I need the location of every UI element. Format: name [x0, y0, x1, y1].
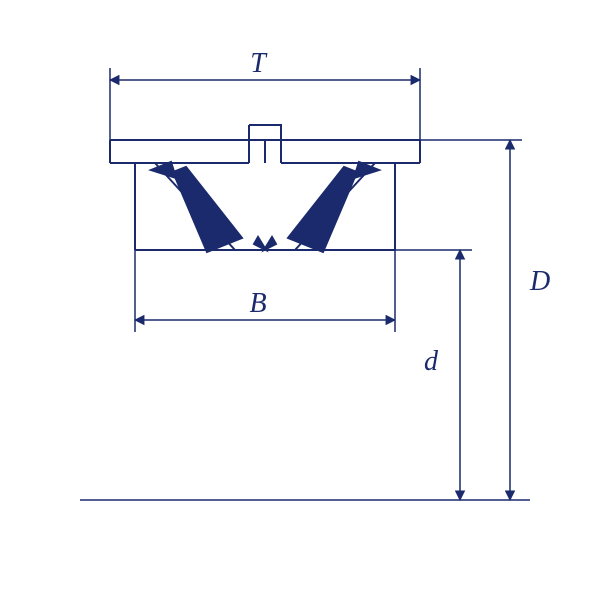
label-d: d: [424, 346, 439, 377]
label-B: B: [249, 288, 266, 319]
bearing-outline: [110, 125, 420, 252]
bearing-cross-section-diagram: T B D d: [0, 0, 600, 600]
label-T: T: [250, 48, 268, 79]
dimension-arrows: [110, 80, 510, 500]
roller-right: [288, 167, 357, 252]
label-D: D: [529, 266, 550, 297]
roller-left: [173, 167, 242, 252]
extension-lines: [80, 68, 530, 500]
